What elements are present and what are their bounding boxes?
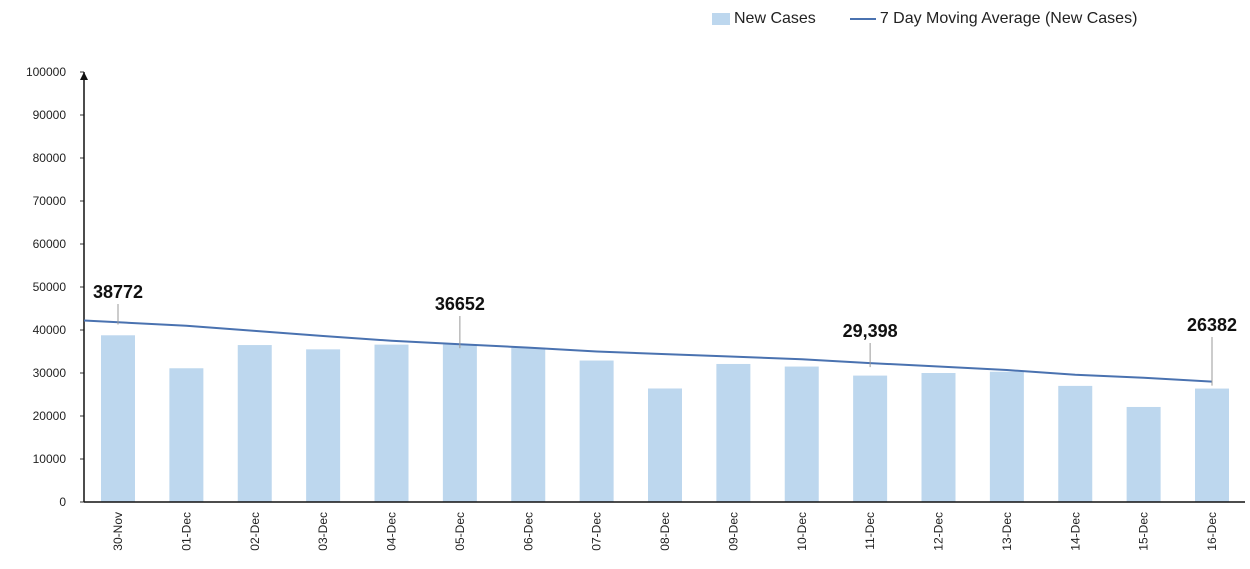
- x-tick-label: 03-Dec: [316, 512, 330, 551]
- chart-legend: New Cases 7 Day Moving Average (New Case…: [712, 10, 1137, 28]
- y-tick-label: 70000: [33, 194, 67, 208]
- bar-new-cases: [579, 360, 614, 502]
- x-tick-label: 15-Dec: [1137, 512, 1151, 551]
- legend-label-moving-average: 7 Day Moving Average (New Cases): [879, 10, 1138, 27]
- bar-new-cases: [1058, 385, 1093, 502]
- legend-swatch-new-cases: [712, 13, 730, 25]
- x-tick-label: 04-Dec: [385, 512, 399, 551]
- y-tick-label: 100000: [26, 65, 66, 79]
- x-tick-label: 02-Dec: [248, 512, 262, 551]
- y-tick-label: 40000: [33, 323, 67, 337]
- x-tick-label: 01-Dec: [179, 512, 193, 551]
- line-moving-average: [83, 319, 1213, 383]
- bar-new-cases: [989, 371, 1024, 502]
- y-tick-label: 20000: [33, 409, 67, 423]
- y-tick-label: 60000: [33, 237, 67, 251]
- x-tick-label: 09-Dec: [726, 512, 740, 551]
- legend-label-new-cases: New Cases: [734, 10, 816, 27]
- y-tick-label: 80000: [33, 151, 67, 165]
- y-tick-label: 30000: [33, 366, 67, 380]
- x-tick-label: 11-Dec: [863, 512, 877, 550]
- y-tick-label: 10000: [33, 452, 67, 466]
- y-tick-label: 90000: [33, 108, 67, 122]
- data-label: 38772: [93, 282, 143, 302]
- y-tick-label: 50000: [33, 280, 67, 294]
- x-tick-label: 13-Dec: [1000, 512, 1014, 551]
- x-tick-label: 12-Dec: [932, 512, 946, 551]
- bar-new-cases: [921, 373, 956, 502]
- bar-new-cases: [169, 368, 204, 502]
- bar-new-cases: [374, 344, 409, 502]
- x-tick-label: 06-Dec: [521, 512, 535, 551]
- bar-new-cases: [306, 349, 341, 502]
- bar-new-cases: [648, 388, 682, 502]
- y-axis-arrow: [80, 72, 88, 80]
- x-tick-label: 30-Nov: [111, 512, 125, 551]
- data-label: 36652: [435, 294, 485, 314]
- data-label: 26382: [1187, 315, 1237, 335]
- y-tick-label: 0: [59, 495, 66, 509]
- x-tick-label: 14-Dec: [1068, 512, 1082, 551]
- bar-new-cases: [716, 363, 751, 502]
- x-tick-label: 05-Dec: [453, 512, 467, 551]
- legend-swatch-moving-average: [849, 18, 876, 20]
- x-tick-label: 08-Dec: [658, 512, 672, 551]
- x-tick-label: 07-Dec: [590, 512, 604, 551]
- bar-new-cases: [1126, 406, 1161, 502]
- bar-new-cases: [101, 335, 135, 502]
- bar-new-cases: [442, 344, 477, 502]
- bar-new-cases: [237, 345, 272, 502]
- bar-new-cases: [511, 347, 546, 502]
- bar-new-cases: [1195, 388, 1229, 502]
- x-tick-label: 16-Dec: [1205, 512, 1219, 551]
- data-label: 29,398: [843, 321, 898, 341]
- x-tick-label: 10-Dec: [795, 512, 809, 551]
- bar-new-cases: [784, 366, 819, 502]
- bar-new-cases: [853, 375, 888, 502]
